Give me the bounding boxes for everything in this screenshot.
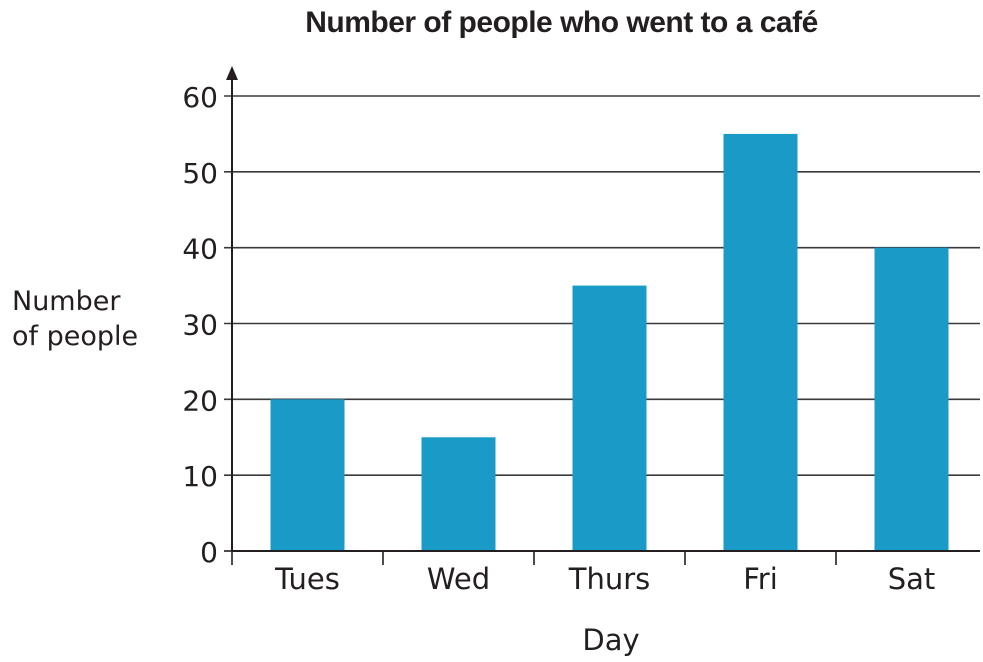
x-tick-label: Tues	[274, 562, 340, 596]
bar-tues	[270, 399, 345, 551]
x-tick-label: Wed	[427, 562, 490, 596]
y-tick-label: 30	[182, 309, 218, 342]
bar-sat	[874, 247, 949, 551]
y-tick-label: 40	[182, 233, 218, 266]
x-tick-label: Sat	[888, 562, 936, 596]
y-tick-label: 20	[182, 384, 218, 417]
y-axis-label: Number of people	[12, 286, 139, 352]
y-tick-label: 10	[182, 460, 218, 493]
bar-thurs	[572, 285, 647, 551]
y-axis-arrow	[226, 66, 238, 80]
bar-wed	[421, 437, 496, 551]
y-tick-label: 60	[182, 81, 218, 114]
x-tick-label: Fri	[743, 562, 778, 596]
x-tick-label: Thurs	[568, 562, 651, 596]
y-tick-label: 0	[200, 536, 218, 569]
bar-fri	[723, 133, 798, 551]
chart-title: Number of people who went to a café	[305, 6, 818, 39]
y-tick-label: 50	[182, 157, 218, 190]
x-axis-label: Day	[582, 623, 639, 657]
